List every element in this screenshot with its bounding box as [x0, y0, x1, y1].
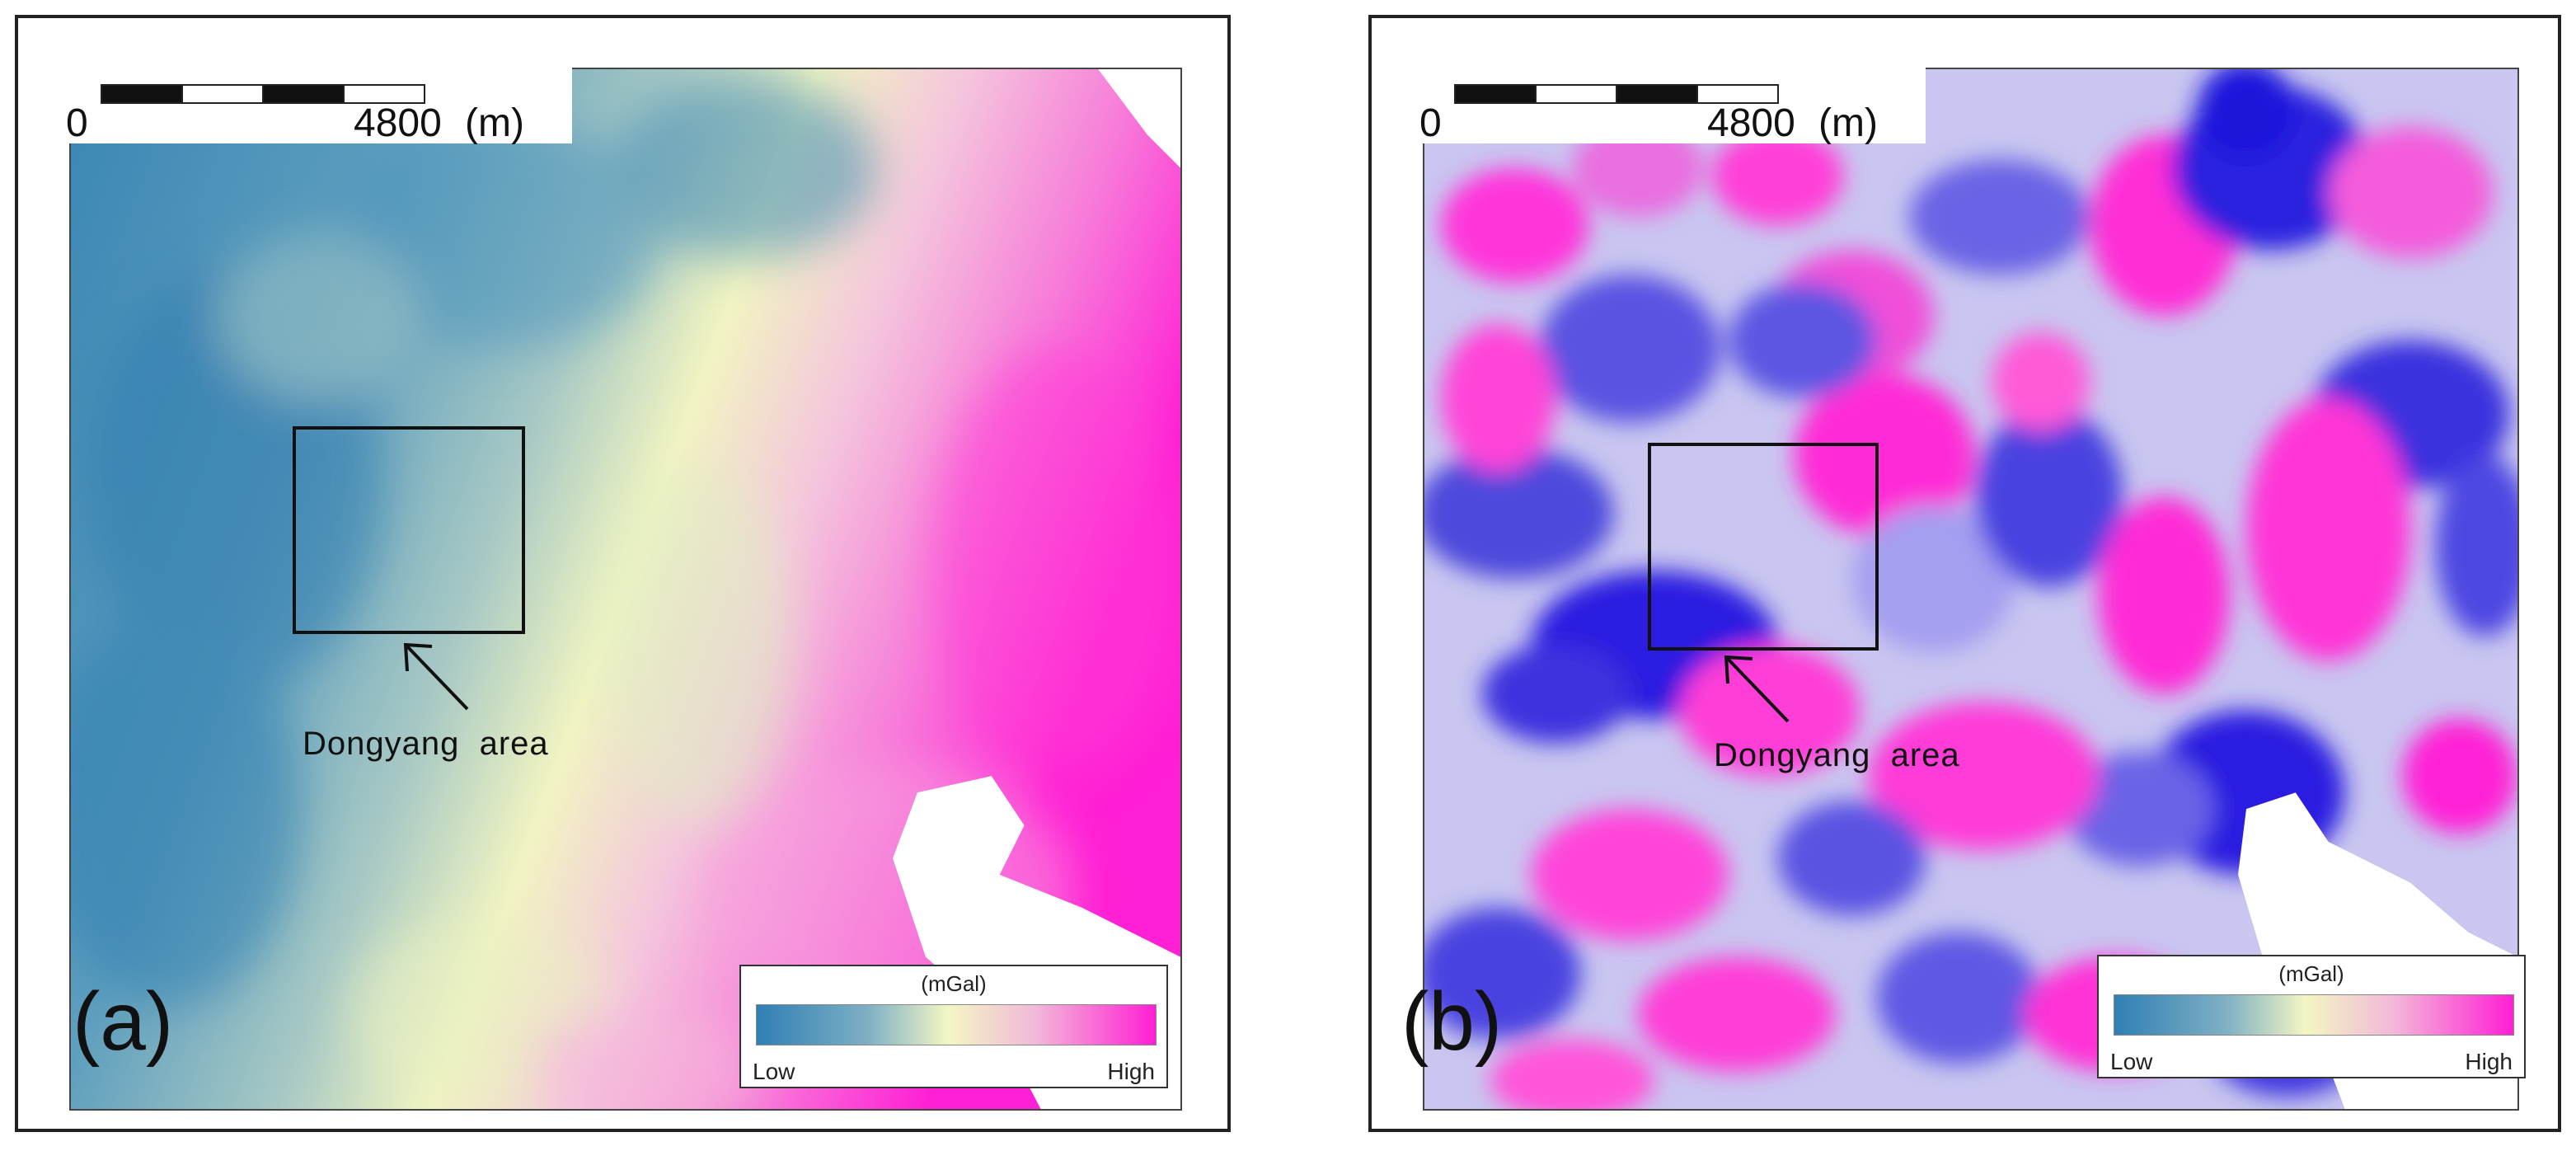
dongyang-area-label: Dongyang area: [303, 726, 549, 762]
panel-label: (a): [73, 975, 174, 1068]
scale-segment-white: [1696, 84, 1779, 104]
regional-gravity-field: [71, 69, 1180, 1109]
gravity-map-b[interactable]: [1423, 68, 2519, 1111]
color-legend-b: (mGal) Low High: [2097, 955, 2526, 1078]
residual-gravity-field: [1424, 69, 2517, 1109]
scale-start-label: 0: [1419, 101, 1442, 145]
gravity-map-a[interactable]: [69, 68, 1182, 1111]
panel-b: 0 4800 (m) Dongyang area (b) (mGal) Low …: [1368, 15, 2561, 1132]
legend-unit: (mGal): [2278, 961, 2344, 986]
panel-label: (b): [1401, 975, 1503, 1068]
scale-end-label: 4800: [354, 101, 442, 145]
scale-end-label: 4800: [1707, 101, 1795, 145]
color-legend-a: (mGal) Low High: [739, 965, 1168, 1088]
legend-low-label: Low: [2110, 1049, 2153, 1074]
arrow-icon: [1724, 655, 1790, 723]
dongyang-study-box[interactable]: [1648, 443, 1879, 651]
panel-a: 0 4800 (m) Dongyang area (a) (mGal) Low …: [15, 15, 1231, 1132]
scale-unit-label: (m): [1818, 101, 1878, 145]
scale-segment-black: [1454, 84, 1537, 104]
scale-start-label: 0: [66, 101, 88, 145]
arrow-icon: [403, 642, 469, 711]
legend-color-ramp: [756, 1004, 1157, 1045]
dongyang-study-box[interactable]: [293, 426, 525, 634]
scale-segment-white: [181, 84, 264, 104]
legend-unit: (mGal): [921, 971, 987, 996]
dongyang-area-label: Dongyang area: [1714, 737, 1960, 773]
scale-bar-b: 0 4800 (m): [1419, 68, 1926, 145]
scale-unit-label: (m): [465, 101, 524, 145]
legend-color-ramp: [2114, 994, 2514, 1036]
scale-segment-black: [262, 84, 345, 104]
scale-segment-black: [101, 84, 183, 104]
legend-high-label: High: [2465, 1049, 2513, 1074]
scale-bar-a: 0 4800 (m): [66, 68, 572, 145]
scale-segment-black: [1616, 84, 1698, 104]
scale-segment-white: [343, 84, 425, 104]
legend-high-label: High: [1107, 1059, 1155, 1084]
scale-segment-white: [1535, 84, 1617, 104]
legend-low-label: Low: [753, 1059, 795, 1084]
